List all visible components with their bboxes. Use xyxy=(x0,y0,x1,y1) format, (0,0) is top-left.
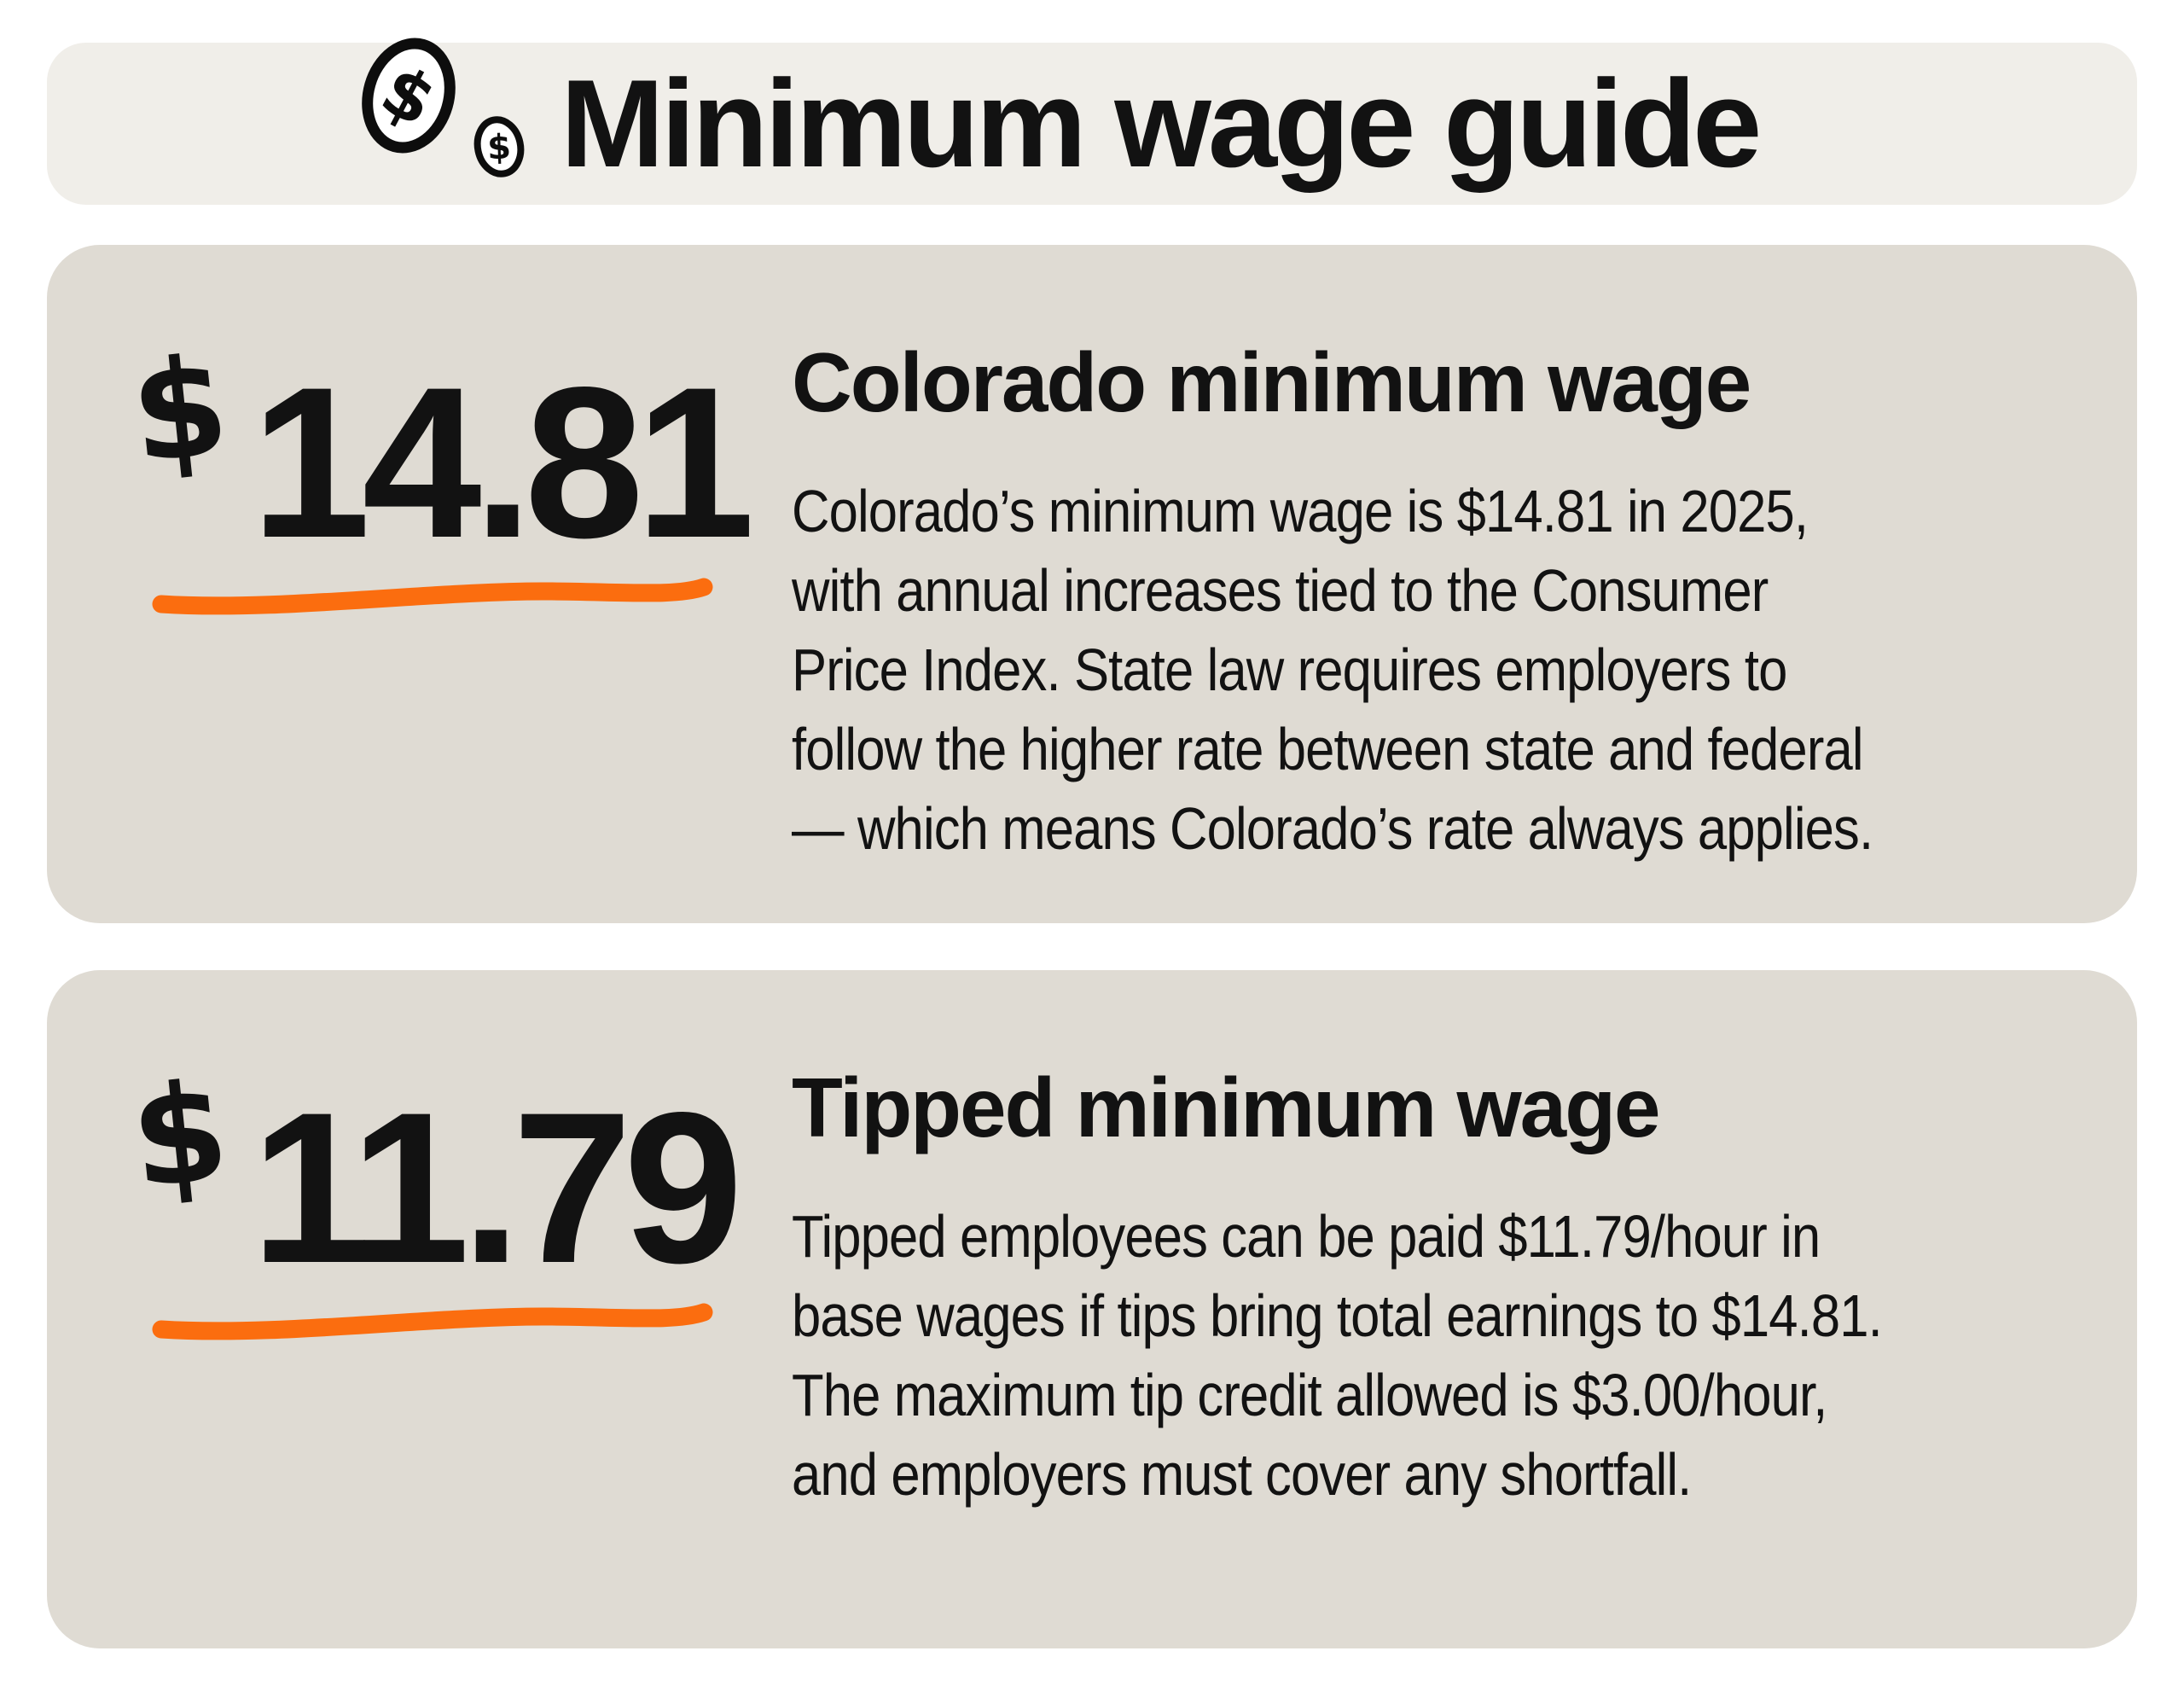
amount-tipped: $11.79 xyxy=(124,1051,792,1308)
amount-state: $14.81 xyxy=(124,326,792,583)
card-body: Tipped employees can be paid $11.79/hour… xyxy=(792,1203,1883,1508)
card-state-minimum-wage: $14.81 Colorado minimum wage Colorado’s … xyxy=(47,245,2137,923)
amount-value: 14.81 xyxy=(251,343,755,583)
amount-value: 11.79 xyxy=(251,1068,743,1308)
orange-underline-icon xyxy=(152,1303,713,1340)
card-body: Colorado’s minimum wage is $14.81 in 202… xyxy=(792,478,1873,862)
coins-icon: $ $ xyxy=(362,38,525,177)
page-title: Minimum wage guide xyxy=(561,54,1762,193)
header: $ $ Minimum wage guide xyxy=(47,38,2137,205)
svg-text:$: $ xyxy=(486,128,511,168)
card-tipped-minimum-wage: $11.79 Tipped minimum wage Tipped employ… xyxy=(47,970,2137,1648)
text-block-tipped: Tipped minimum wage Tipped employees can… xyxy=(792,970,2184,1648)
amount-block-tipped: $11.79 xyxy=(47,970,792,1648)
orange-underline-icon xyxy=(152,578,713,615)
dollar-sign-icon: $ xyxy=(124,1050,235,1220)
amount-block-state: $14.81 xyxy=(47,245,792,923)
card-heading: Colorado minimum wage xyxy=(792,335,1751,429)
dollar-sign-icon: $ xyxy=(124,325,235,495)
card-heading: Tipped minimum wage xyxy=(792,1061,1661,1154)
text-block-state: Colorado minimum wage Colorado’s minimum… xyxy=(792,245,2184,923)
